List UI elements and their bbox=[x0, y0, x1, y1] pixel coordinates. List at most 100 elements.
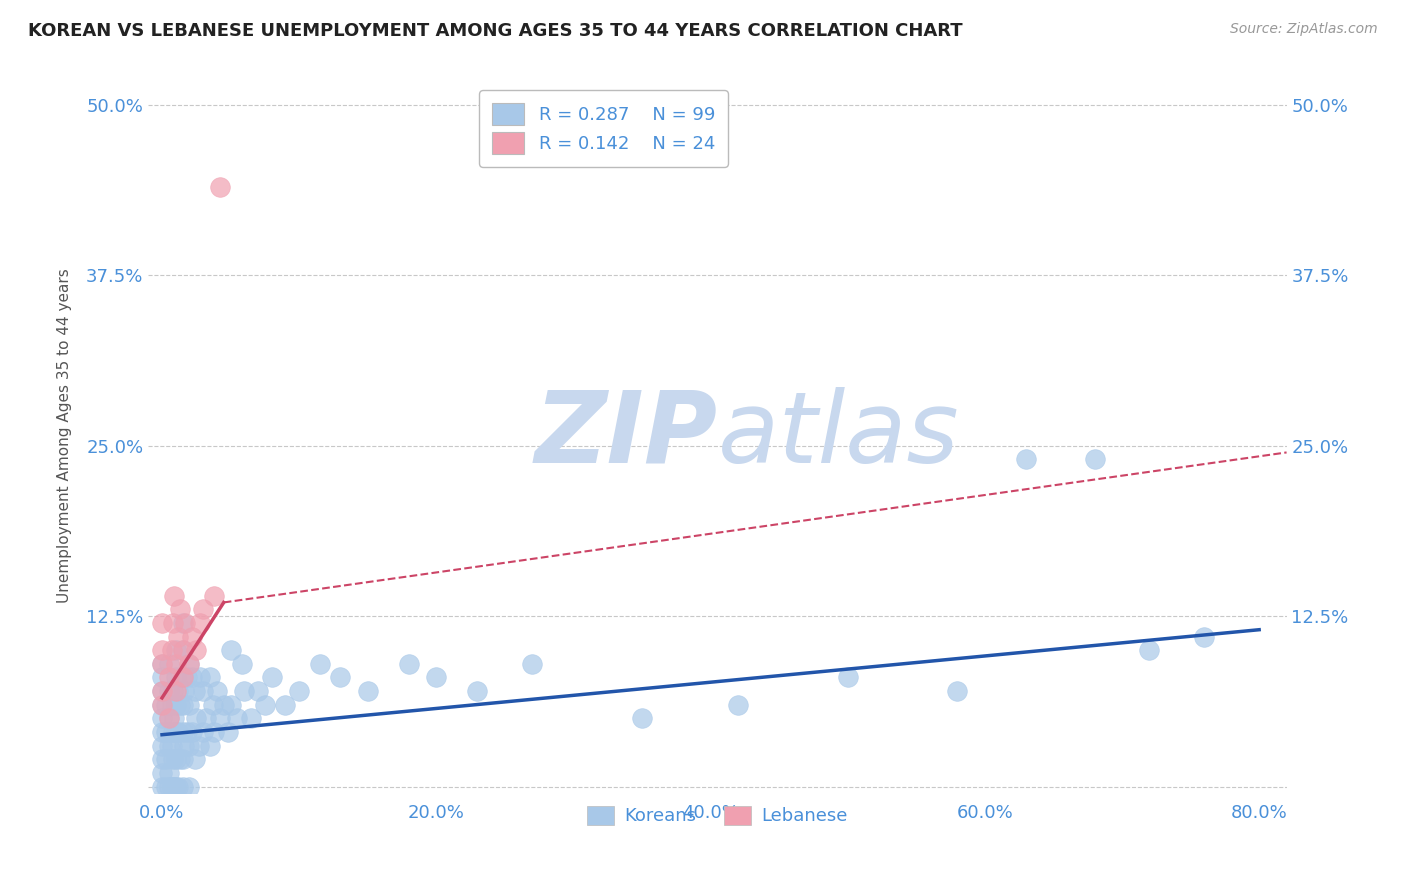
Point bbox=[150, 711, 173, 725]
Point bbox=[179, 698, 201, 712]
Point bbox=[191, 725, 214, 739]
Point bbox=[260, 670, 283, 684]
Point bbox=[165, 780, 187, 794]
Point bbox=[157, 670, 180, 684]
Point bbox=[155, 698, 177, 712]
Point bbox=[162, 752, 184, 766]
Point bbox=[157, 711, 180, 725]
Point bbox=[172, 643, 194, 657]
Point bbox=[398, 657, 420, 671]
Point bbox=[163, 711, 186, 725]
Point bbox=[202, 725, 225, 739]
Point bbox=[157, 711, 180, 725]
Point bbox=[186, 711, 208, 725]
Point bbox=[157, 780, 180, 794]
Point bbox=[160, 780, 183, 794]
Point bbox=[179, 657, 201, 671]
Point bbox=[194, 711, 217, 725]
Point bbox=[191, 602, 214, 616]
Point bbox=[179, 780, 201, 794]
Point bbox=[167, 725, 190, 739]
Point bbox=[208, 179, 231, 194]
Point bbox=[167, 684, 190, 698]
Point bbox=[150, 752, 173, 766]
Point bbox=[150, 725, 173, 739]
Point bbox=[179, 739, 201, 753]
Point bbox=[522, 657, 544, 671]
Point bbox=[219, 643, 242, 657]
Point bbox=[212, 698, 235, 712]
Point bbox=[173, 684, 195, 698]
Point bbox=[181, 670, 204, 684]
Point bbox=[186, 643, 208, 657]
Point bbox=[150, 765, 173, 780]
Point bbox=[226, 711, 249, 725]
Point bbox=[150, 657, 173, 671]
Point bbox=[329, 670, 352, 684]
Point bbox=[169, 602, 191, 616]
Point bbox=[172, 752, 194, 766]
Point bbox=[191, 684, 214, 698]
Point bbox=[217, 725, 239, 739]
Point bbox=[308, 657, 330, 671]
Point bbox=[167, 780, 190, 794]
Point bbox=[727, 698, 749, 712]
Point bbox=[165, 698, 187, 712]
Point bbox=[150, 615, 173, 630]
Legend: Koreans, Lebanese: Koreans, Lebanese bbox=[578, 797, 858, 834]
Point bbox=[288, 684, 311, 698]
Point bbox=[157, 684, 180, 698]
Point bbox=[176, 725, 198, 739]
Text: KOREAN VS LEBANESE UNEMPLOYMENT AMONG AGES 35 TO 44 YEARS CORRELATION CHART: KOREAN VS LEBANESE UNEMPLOYMENT AMONG AG… bbox=[28, 22, 963, 40]
Point bbox=[157, 739, 180, 753]
Point bbox=[1139, 643, 1161, 657]
Point bbox=[176, 670, 198, 684]
Point bbox=[219, 698, 242, 712]
Point bbox=[184, 752, 207, 766]
Point bbox=[1194, 630, 1216, 644]
Point bbox=[253, 698, 276, 712]
Point bbox=[155, 725, 177, 739]
Point bbox=[181, 725, 204, 739]
Point bbox=[162, 684, 184, 698]
Point bbox=[208, 711, 231, 725]
Point bbox=[172, 780, 194, 794]
Point bbox=[162, 725, 184, 739]
Point bbox=[205, 684, 228, 698]
Point bbox=[165, 643, 187, 657]
Point bbox=[172, 725, 194, 739]
Point bbox=[188, 739, 211, 753]
Point bbox=[172, 670, 194, 684]
Point bbox=[198, 670, 221, 684]
Point bbox=[1084, 452, 1107, 467]
Point bbox=[150, 643, 173, 657]
Point bbox=[155, 752, 177, 766]
Point bbox=[233, 684, 256, 698]
Point bbox=[150, 698, 173, 712]
Point bbox=[162, 615, 184, 630]
Text: ZIP: ZIP bbox=[534, 387, 717, 483]
Text: atlas: atlas bbox=[717, 387, 959, 483]
Point bbox=[169, 752, 191, 766]
Point bbox=[172, 643, 194, 657]
Point bbox=[165, 752, 187, 766]
Point bbox=[184, 684, 207, 698]
Point bbox=[150, 684, 173, 698]
Point bbox=[231, 657, 253, 671]
Point bbox=[1015, 452, 1038, 467]
Point bbox=[274, 698, 297, 712]
Point bbox=[198, 739, 221, 753]
Point bbox=[425, 670, 447, 684]
Point bbox=[179, 657, 201, 671]
Point bbox=[837, 670, 859, 684]
Point bbox=[172, 615, 194, 630]
Point bbox=[173, 739, 195, 753]
Point bbox=[163, 589, 186, 603]
Point bbox=[467, 684, 489, 698]
Point bbox=[169, 698, 191, 712]
Point bbox=[165, 725, 187, 739]
Point bbox=[174, 615, 197, 630]
Point bbox=[157, 657, 180, 671]
Point bbox=[165, 670, 187, 684]
Point bbox=[150, 780, 173, 794]
